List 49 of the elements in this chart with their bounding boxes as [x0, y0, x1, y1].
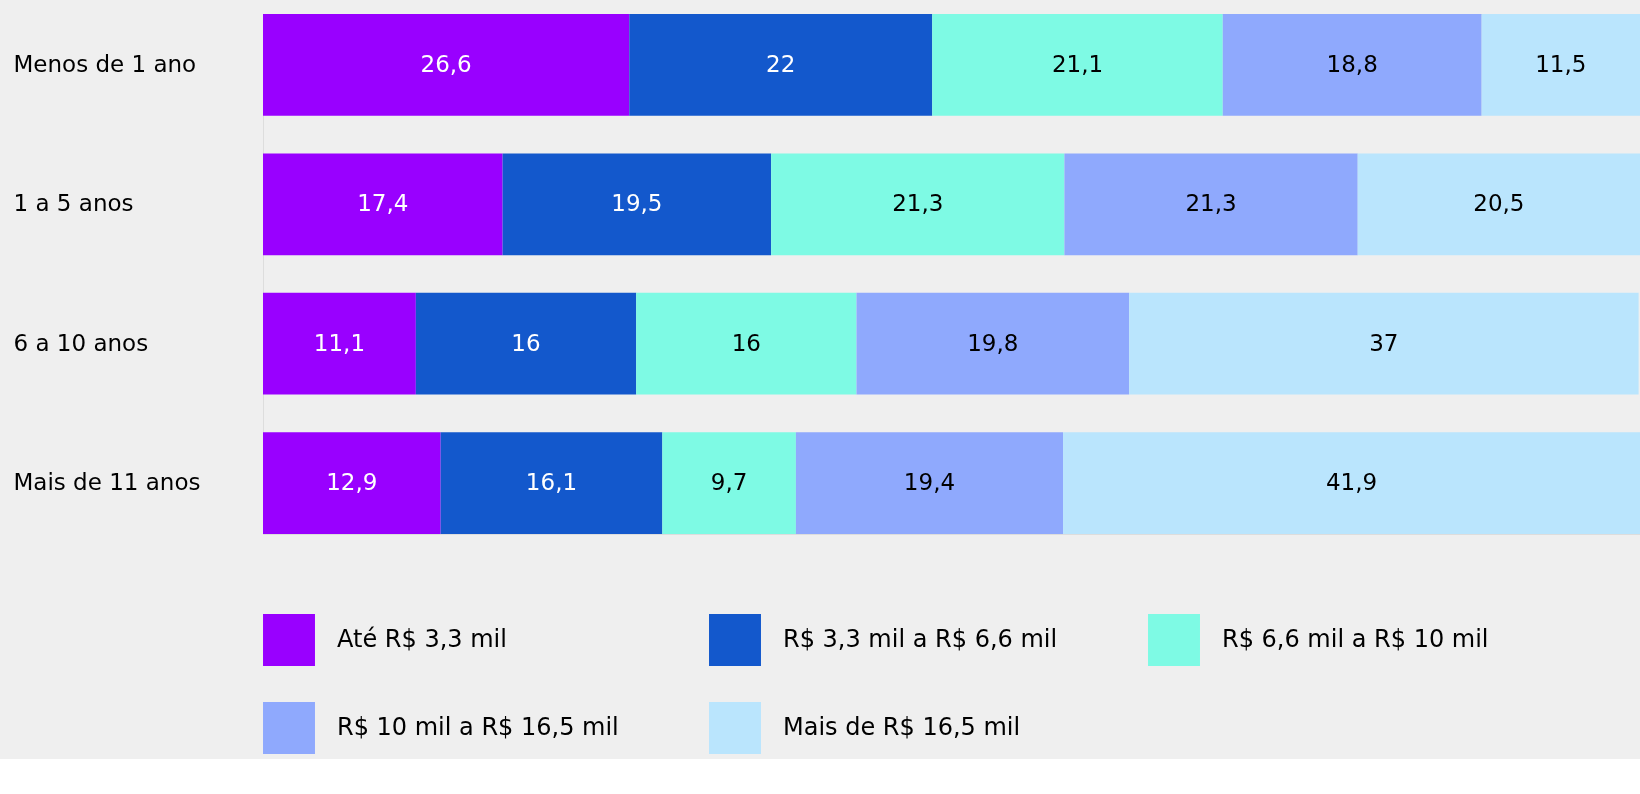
data-label: 26,6 — [420, 50, 472, 77]
bar — [263, 292, 416, 395]
bar — [629, 14, 933, 116]
legend-label: Mais de R$ 16,5 mil — [783, 713, 1021, 741]
y-tick-label: Menos de 1 ano — [13, 50, 197, 77]
legend-label: R$ 10 mil a R$ 16,5 mil — [337, 713, 619, 741]
legend-label: R$ 3,3 mil a R$ 6,6 mil — [783, 625, 1058, 654]
bar — [662, 432, 796, 534]
data-label: 11,5 — [1535, 50, 1587, 77]
y-tick-label: 6 a 10 anos — [13, 329, 149, 356]
y-tick-label: Mais de 11 anos — [13, 469, 201, 496]
legend-label: R$ 6,6 mil a R$ 10 mil — [1222, 625, 1489, 654]
bar — [856, 292, 1130, 395]
data-label: 21,1 — [1051, 50, 1104, 77]
bar — [771, 153, 1065, 256]
legend-label: Até R$ 3,3 mil — [337, 625, 507, 654]
data-label: 19,4 — [903, 469, 956, 496]
bar — [1064, 153, 1358, 256]
data-label: 17,4 — [357, 190, 409, 217]
data-label: 18,8 — [1326, 50, 1378, 77]
bar — [263, 432, 441, 534]
bar — [263, 14, 630, 116]
data-label: 41,9 — [1325, 469, 1378, 496]
bar — [636, 292, 857, 395]
y-tick-label: 1 a 5 anos — [13, 190, 134, 217]
data-label: 11,1 — [313, 329, 366, 356]
data-label: 16 — [511, 329, 541, 356]
bar — [932, 14, 1223, 116]
data-label: 12,9 — [326, 469, 378, 496]
data-label: 16 — [731, 329, 761, 356]
data-label: 9,7 — [710, 469, 748, 496]
data-label: 21,3 — [1185, 190, 1237, 217]
bar — [1481, 14, 1640, 116]
bar — [1129, 292, 1639, 395]
bar — [1357, 153, 1640, 256]
data-label: 21,3 — [892, 190, 944, 217]
bar — [1063, 432, 1640, 534]
data-label: 19,5 — [611, 190, 663, 217]
data-label: 37 — [1369, 329, 1399, 356]
bar — [502, 153, 772, 256]
bar — [263, 153, 503, 256]
bar — [1222, 14, 1482, 116]
data-label: 22 — [766, 50, 796, 77]
data-label: 16,1 — [525, 469, 578, 496]
bar — [415, 292, 637, 395]
bar — [440, 432, 663, 534]
data-label: 19,8 — [967, 329, 1019, 356]
bar — [795, 432, 1064, 534]
data-label: 20,5 — [1473, 190, 1525, 217]
